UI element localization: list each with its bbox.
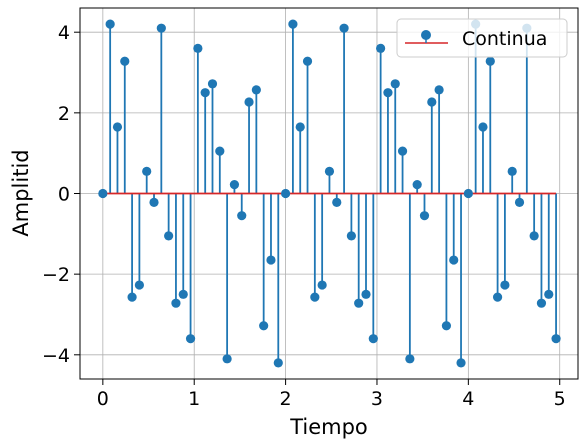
y-axis-label: Amplitid <box>9 149 33 236</box>
stem-marker <box>514 197 525 207</box>
legend-box <box>396 18 568 58</box>
stem-marker <box>207 79 218 89</box>
x-axis-ticks: 0 1 2 3 4 5 <box>97 379 566 410</box>
stem-marker <box>441 321 452 331</box>
x-axis-label: Tiempo <box>289 415 368 439</box>
stem-marker <box>215 146 225 156</box>
y-tick-label: −4 <box>42 345 70 367</box>
x-tick-label: 4 <box>462 388 474 410</box>
stem-marker <box>478 122 488 132</box>
stem-marker <box>317 280 327 290</box>
stem-marker <box>98 188 108 199</box>
stem-marker <box>529 231 539 241</box>
y-tick-label: 0 <box>58 184 70 206</box>
stem-marker <box>536 298 547 308</box>
stem-marker <box>127 292 137 302</box>
stem-marker <box>456 358 466 368</box>
stem-marker <box>273 358 283 368</box>
stem-marker <box>368 334 378 344</box>
stem-marker <box>354 298 364 308</box>
stem-marker <box>266 255 276 265</box>
stem-marker <box>302 56 313 66</box>
stem-marker <box>434 85 444 95</box>
stem-marker <box>105 19 115 29</box>
stem-marker <box>149 197 159 207</box>
legend-marker-swatch <box>421 30 431 40</box>
stem-marker <box>332 197 342 207</box>
stem-marker <box>390 79 400 89</box>
stem-marker <box>449 255 459 265</box>
stem-marker <box>376 43 386 53</box>
stem-marker <box>405 354 415 364</box>
x-tick-label: 3 <box>371 388 383 410</box>
stem-marker <box>142 166 152 176</box>
stem-marker <box>244 97 254 107</box>
stem-marker <box>288 19 298 29</box>
x-tick-label: 5 <box>554 388 566 410</box>
stem-marker <box>463 188 473 199</box>
stem-marker <box>339 23 349 33</box>
stem-marker <box>259 321 269 331</box>
stem-marker <box>200 88 210 98</box>
stem-marker <box>222 354 232 364</box>
stem-marker <box>427 97 437 107</box>
stem-marker <box>544 289 554 299</box>
stem-marker <box>397 146 408 156</box>
stem-marker <box>193 43 203 53</box>
y-tick-label: 2 <box>58 103 70 125</box>
stem-marker <box>280 188 291 199</box>
stem-marker <box>412 180 422 190</box>
legend: Continua <box>396 18 568 58</box>
stem-marker <box>229 180 240 190</box>
stem-marker <box>112 122 123 132</box>
stem-marker <box>156 23 166 33</box>
stem-marker <box>295 122 305 132</box>
stem-marker <box>134 280 144 290</box>
stem-marker <box>164 231 174 241</box>
stem-marker <box>346 231 356 241</box>
stem-marker <box>485 56 495 66</box>
stem-marker <box>507 166 517 176</box>
x-tick-label: 1 <box>188 388 200 410</box>
x-tick-label: 0 <box>97 388 109 410</box>
stem-marker <box>251 85 261 95</box>
stem-marker <box>492 292 503 302</box>
stem-marker <box>383 88 393 98</box>
stem-marker <box>361 289 371 299</box>
stem-marker <box>324 166 335 176</box>
stem-marker <box>120 56 130 66</box>
stem-marker <box>500 280 510 290</box>
stem-marker <box>310 292 320 302</box>
plot-area <box>79 7 579 380</box>
stem-marker <box>237 211 247 221</box>
y-tick-label: −2 <box>42 264 70 286</box>
x-tick-label: 2 <box>280 388 292 410</box>
stem-marker <box>178 289 188 299</box>
y-tick-label: 4 <box>58 22 70 44</box>
stem-marker <box>551 334 561 344</box>
stem-marker <box>419 211 430 221</box>
stem-markers <box>98 19 561 368</box>
stem-marker <box>185 334 196 344</box>
y-axis-ticks: −4 −2 0 2 4 <box>42 22 80 367</box>
stem-marker <box>171 298 181 308</box>
stem-lines <box>109 24 557 363</box>
legend-label: Continua <box>462 28 547 50</box>
